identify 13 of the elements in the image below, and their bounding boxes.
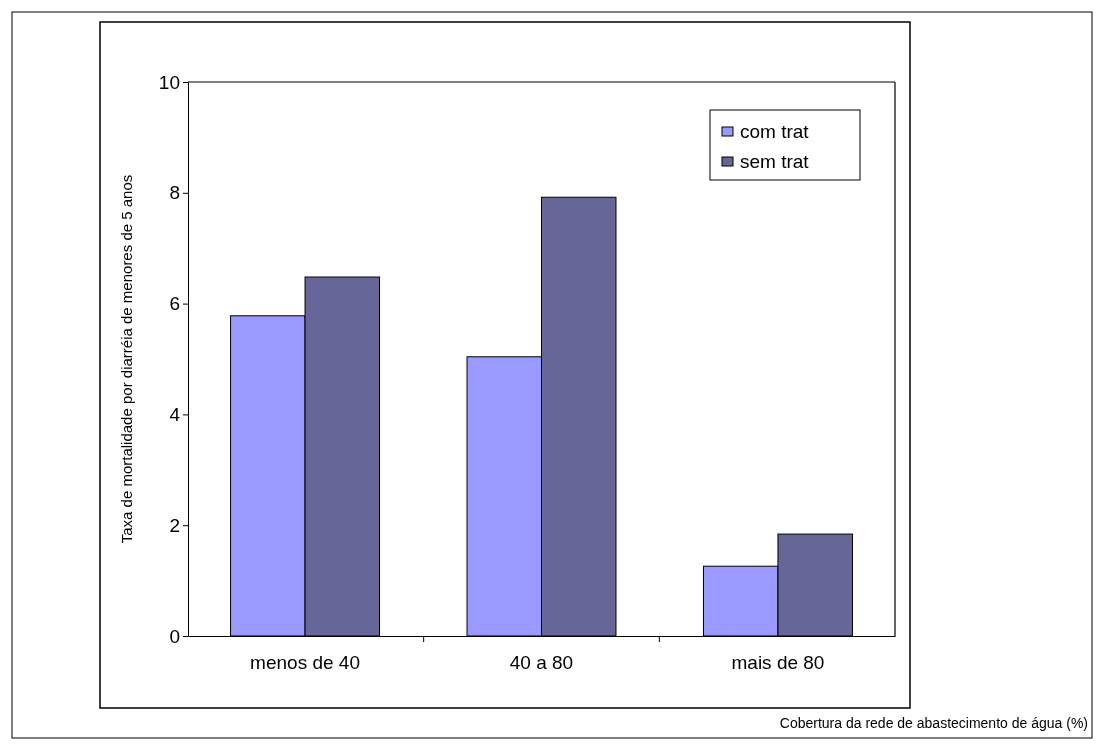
y-tick-label: 6 xyxy=(169,293,180,315)
x-tick-label: 40 a 80 xyxy=(509,652,574,674)
legend-label: com trat xyxy=(740,121,810,142)
y-tick-label: 10 xyxy=(158,71,180,93)
x-tick-label: menos de 40 xyxy=(250,652,360,674)
legend-label: sem trat xyxy=(740,151,810,172)
y-tick-label: 0 xyxy=(169,625,180,647)
y-axis-title: Taxa de mortalidade por diarréia de menores de 5 anos xyxy=(118,174,135,544)
y-tick-label: 2 xyxy=(169,514,180,536)
x-axis-title: Cobertura da rede de abastecimento de água (%) xyxy=(779,715,1088,731)
x-tick-label: mais de 80 xyxy=(731,652,825,674)
y-tick-label: 8 xyxy=(169,182,180,204)
y-tick-label: 4 xyxy=(169,403,181,425)
